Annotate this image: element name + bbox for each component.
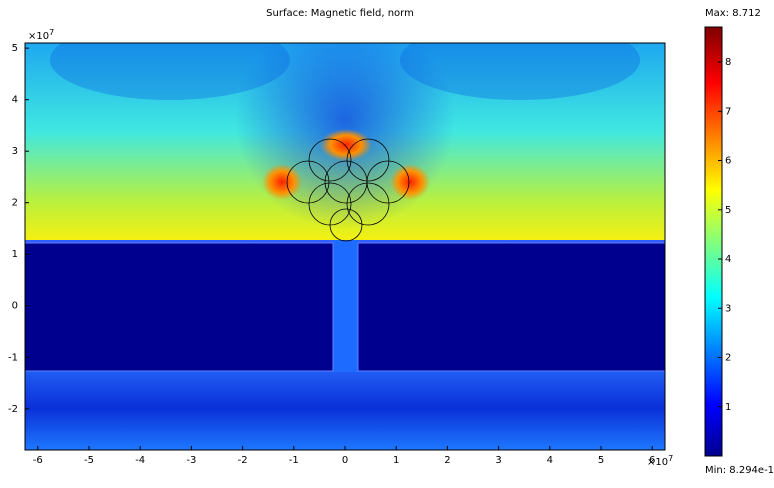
colorbar-tick-label: 6 [725, 156, 731, 167]
y-tick-label: 0 [12, 301, 18, 312]
y-tick-label: 5 [12, 43, 18, 54]
field [25, 10, 665, 450]
y-tick-label: 3 [12, 146, 18, 157]
x-tick-label: -3 [186, 455, 196, 466]
colorbar [705, 27, 722, 456]
colorbar-tick-label: 2 [725, 353, 731, 364]
x-tick-label: -2 [238, 455, 248, 466]
y-tick-label: 2 [12, 198, 18, 209]
colorbar-tick-label: 4 [725, 254, 731, 265]
x-tick-label: -4 [135, 455, 145, 466]
colorbar-tick-label: 3 [725, 303, 731, 314]
colorbar-tick-label: 1 [725, 402, 731, 413]
chart: Surface: Magnetic field, norm ×107 ×107 … [0, 0, 774, 488]
y-tick-label: -1 [8, 352, 18, 363]
x-tick-label: 0 [342, 455, 348, 466]
y-tick-label: 1 [12, 249, 18, 260]
x-tick-label: 6 [649, 455, 655, 466]
colorbar-min: Min: 8.294e-12 [705, 465, 774, 476]
chart-title: Surface: Magnetic field, norm [266, 8, 414, 19]
colorbar-tick-label: 8 [725, 57, 731, 68]
x-tick-label: 5 [598, 455, 604, 466]
y-tick-label: -2 [8, 404, 18, 415]
colorbar-tick-label: 7 [725, 106, 731, 117]
y-tick-label: 4 [12, 95, 18, 106]
y-multiplier: ×107 [28, 28, 54, 43]
x-tick-label: -1 [289, 455, 299, 466]
x-tick-label: -5 [84, 455, 94, 466]
x-tick-label: 4 [547, 455, 553, 466]
colorbar-max: Max: 8.712 [705, 8, 761, 19]
x-tick-label: 1 [393, 455, 399, 466]
x-tick-label: 2 [444, 455, 450, 466]
x-tick-label: -6 [33, 455, 43, 466]
x-tick-label: 3 [495, 455, 501, 466]
colorbar-tick-label: 5 [725, 205, 731, 216]
